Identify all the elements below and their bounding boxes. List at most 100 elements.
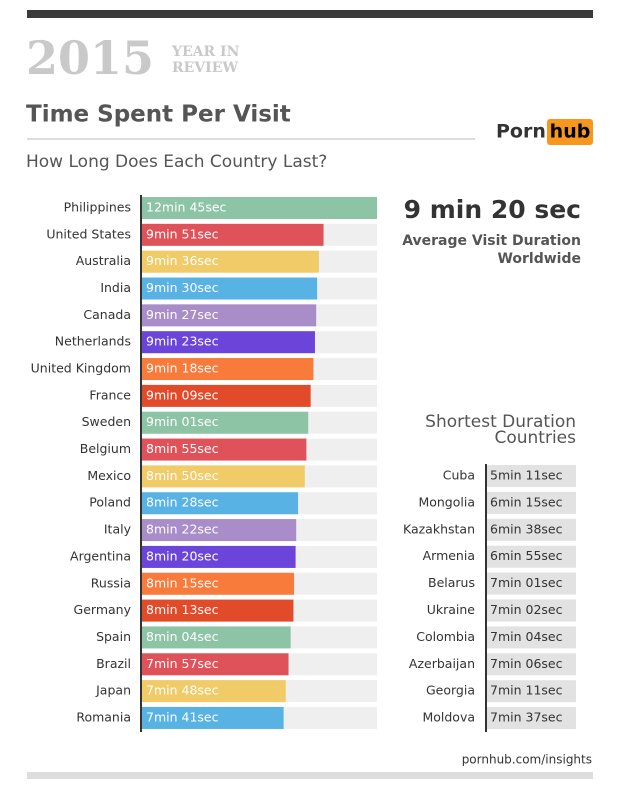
top-bar bbox=[27, 10, 593, 18]
value-label: 9min 30sec bbox=[146, 280, 219, 295]
category-label: Japan bbox=[95, 683, 131, 698]
value-label: 8min 22sec bbox=[146, 522, 219, 537]
category-label: Romania bbox=[76, 709, 131, 724]
category-label: United States bbox=[46, 226, 131, 241]
bar bbox=[142, 492, 299, 515]
duration-label: 6min 15sec bbox=[490, 494, 563, 509]
value-label: 8min 15sec bbox=[146, 575, 219, 590]
category-label: Canada bbox=[83, 307, 131, 322]
bar bbox=[142, 358, 314, 381]
bar bbox=[142, 304, 317, 327]
duration-label: 5min 11sec bbox=[490, 468, 563, 483]
category-label: Australia bbox=[76, 253, 131, 268]
bar bbox=[142, 572, 295, 595]
duration-box bbox=[487, 572, 576, 595]
bar bbox=[142, 250, 319, 273]
duration-label: 7min 01sec bbox=[490, 575, 563, 590]
category-label: Sweden bbox=[82, 414, 131, 429]
average-label: Worldwide bbox=[497, 251, 581, 267]
country-label: Armenia bbox=[423, 548, 475, 563]
subtitle: How Long Does Each Country Last? bbox=[26, 152, 327, 172]
value-label: 8min 55sec bbox=[146, 441, 219, 456]
duration-box bbox=[487, 465, 576, 487]
category-label: Brazil bbox=[96, 656, 131, 671]
logo-box bbox=[547, 119, 593, 145]
value-label: 9min 09sec bbox=[146, 387, 219, 402]
duration-label: 7min 06sec bbox=[490, 656, 563, 671]
value-label: 8min 50sec bbox=[146, 468, 219, 483]
country-label: Mongolia bbox=[418, 494, 475, 509]
duration-label: 6min 38sec bbox=[490, 521, 563, 536]
category-label: Mexico bbox=[87, 468, 131, 483]
value-label: 7min 48sec bbox=[146, 683, 219, 698]
duration-box bbox=[487, 491, 576, 514]
bar bbox=[142, 626, 291, 649]
bar bbox=[142, 438, 307, 461]
category-label: India bbox=[100, 280, 131, 295]
logo-text: Porn bbox=[496, 121, 546, 143]
country-label: Georgia bbox=[426, 683, 475, 698]
bar bbox=[142, 706, 284, 729]
value-label: 9min 23sec bbox=[146, 334, 219, 349]
value-label: 7min 57sec bbox=[146, 656, 219, 671]
category-label: Netherlands bbox=[55, 334, 131, 349]
duration-box bbox=[487, 680, 576, 703]
average-label: Average Visit Duration bbox=[402, 233, 581, 249]
duration-label: 7min 11sec bbox=[490, 683, 563, 698]
shortest-title: Shortest Duration bbox=[425, 412, 576, 432]
duration-label: 7min 37sec bbox=[490, 710, 563, 725]
bar bbox=[142, 331, 315, 354]
bar bbox=[142, 653, 289, 676]
country-label: Colombia bbox=[416, 629, 475, 644]
bar bbox=[142, 277, 318, 300]
category-label: Belgium bbox=[80, 441, 131, 456]
category-label: France bbox=[89, 387, 131, 402]
shortest-title: Countries bbox=[494, 428, 576, 448]
bar bbox=[142, 519, 297, 542]
bar bbox=[142, 197, 377, 219]
category-label: Philippines bbox=[64, 200, 131, 215]
bottom-bar bbox=[27, 772, 593, 779]
bar bbox=[142, 384, 311, 407]
logo-text: hub bbox=[550, 121, 591, 143]
country-label: Cuba bbox=[443, 468, 475, 483]
value-label: 9min 51sec bbox=[146, 226, 219, 241]
duration-box bbox=[487, 653, 576, 676]
duration-label: 6min 55sec bbox=[490, 548, 563, 563]
value-label: 8min 04sec bbox=[146, 629, 219, 644]
average-value: 9 min 20 sec bbox=[404, 195, 581, 224]
value-label: 12min 45sec bbox=[146, 200, 227, 215]
value-label: 9min 27sec bbox=[146, 307, 219, 322]
bar bbox=[142, 680, 286, 703]
value-label: 9min 18sec bbox=[146, 361, 219, 376]
country-label: Kazakhstan bbox=[403, 521, 475, 536]
value-label: 8min 20sec bbox=[146, 548, 219, 563]
country-label: Moldova bbox=[422, 710, 475, 725]
bar bbox=[142, 545, 296, 568]
duration-box bbox=[487, 518, 576, 541]
bar bbox=[142, 411, 309, 434]
value-label: 7min 41sec bbox=[146, 709, 219, 724]
bar bbox=[142, 465, 305, 488]
duration-box bbox=[487, 545, 576, 568]
category-label: Poland bbox=[89, 495, 131, 510]
value-label: 9min 36sec bbox=[146, 253, 219, 268]
category-label: Italy bbox=[104, 522, 132, 537]
category-label: Spain bbox=[96, 629, 131, 644]
footer: pornhub.com/insights bbox=[462, 753, 592, 767]
duration-box bbox=[487, 626, 576, 649]
category-label: Germany bbox=[74, 602, 132, 617]
year: 2015 bbox=[26, 31, 154, 85]
title: Time Spent Per Visit bbox=[26, 102, 291, 128]
value-label: 8min 28sec bbox=[146, 495, 219, 510]
duration-box bbox=[487, 707, 576, 730]
category-label: Argentina bbox=[70, 548, 131, 563]
badge-line: YEAR IN bbox=[171, 44, 240, 60]
country-label: Belarus bbox=[428, 575, 475, 590]
badge-line: REVIEW bbox=[172, 60, 238, 76]
country-label: Ukraine bbox=[427, 602, 476, 617]
value-label: 9min 01sec bbox=[146, 414, 219, 429]
bar bbox=[142, 599, 294, 622]
country-label: Azerbaijan bbox=[409, 656, 475, 671]
